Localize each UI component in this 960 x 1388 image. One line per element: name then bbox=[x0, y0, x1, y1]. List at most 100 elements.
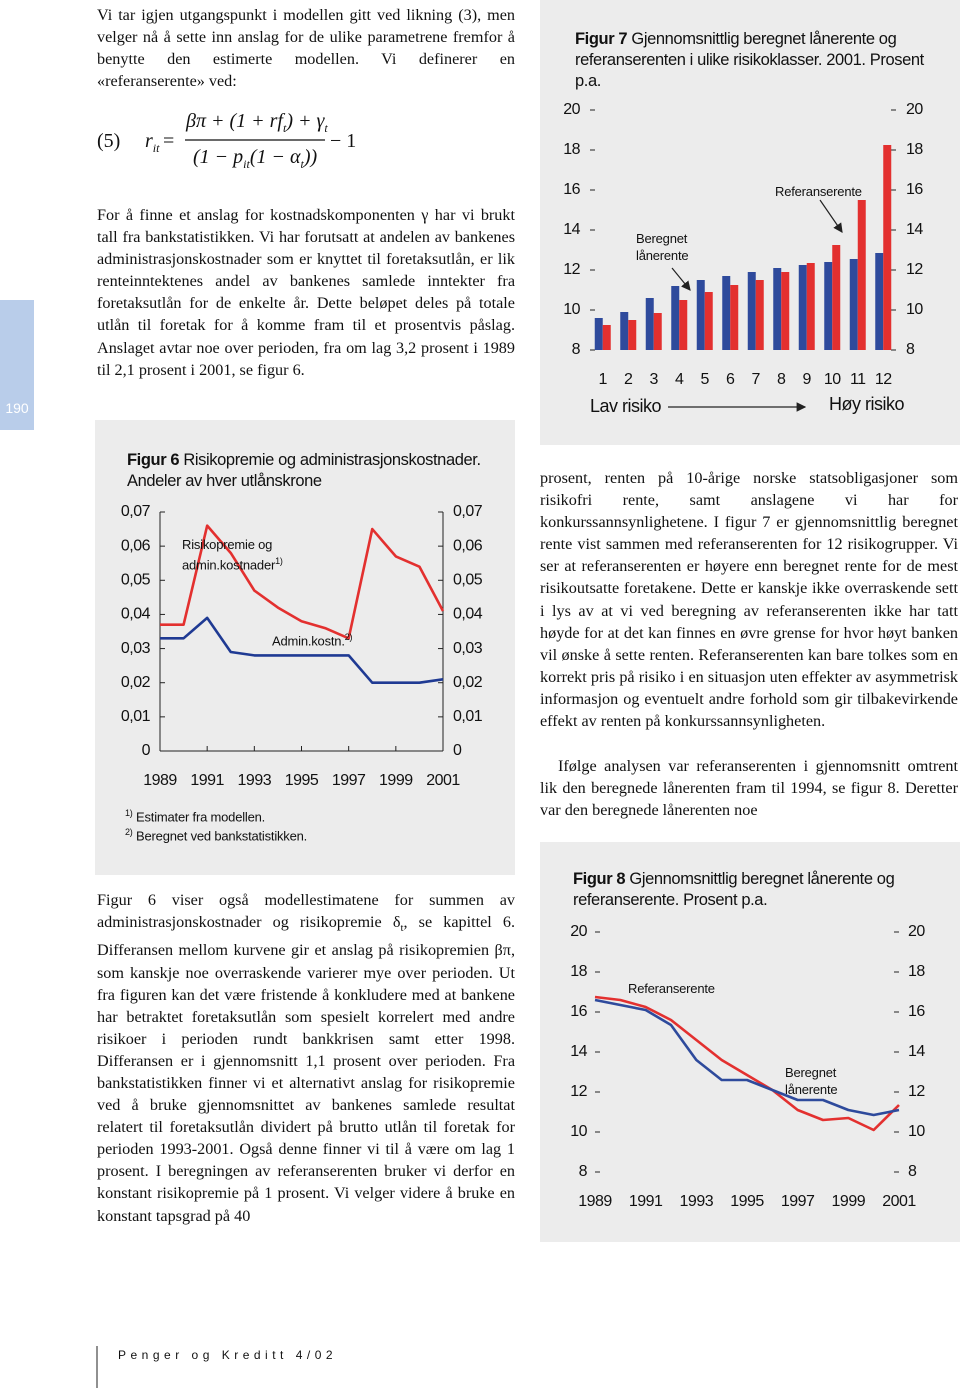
footnote: 1) Estimater fra modellen. bbox=[125, 808, 265, 824]
series-name: Risikopremie og admin.kostnader bbox=[182, 537, 276, 573]
x-tick-label: 1991 bbox=[629, 1193, 663, 1210]
figure-title-text: Risikopremie og administrasjonskostnader… bbox=[127, 451, 481, 490]
series-label: Beregnet lånerente bbox=[636, 230, 716, 264]
y2-tick-label: 12 bbox=[906, 261, 923, 278]
y-tick-label: 8 bbox=[572, 341, 581, 358]
y-tick-label: 8 bbox=[579, 1163, 588, 1180]
bar bbox=[806, 263, 815, 350]
x-tick-label: 1999 bbox=[379, 772, 413, 789]
x-axis-label: Høy risiko bbox=[829, 394, 904, 414]
term: βπ + (1 + rf bbox=[186, 110, 283, 132]
lhs: r bbox=[145, 130, 153, 152]
series-note: 2) bbox=[344, 632, 353, 642]
y2-tick-label: 16 bbox=[908, 1003, 925, 1020]
y-tick-label: 20 bbox=[570, 923, 587, 940]
y2-tick-label: 16 bbox=[906, 181, 923, 198]
term: (1 − p bbox=[193, 146, 244, 168]
x-axis-label: Lav risiko bbox=[590, 396, 662, 416]
series-label: Admin.kostn.2) bbox=[272, 629, 392, 649]
term: (1 − α bbox=[249, 146, 301, 168]
x-tick-label: 1989 bbox=[578, 1193, 612, 1210]
y-tick-label: 0,04 bbox=[121, 606, 151, 623]
annotation-arrow bbox=[671, 267, 691, 291]
denominator: (1 − pit(1 − αt)) bbox=[193, 146, 317, 172]
x-tick-label: 6 bbox=[726, 371, 735, 388]
y2-tick-label: 14 bbox=[908, 1043, 925, 1060]
x-tick-label: 12 bbox=[875, 371, 892, 388]
x-tick-label: 5 bbox=[701, 371, 710, 388]
y2-tick-label: 0,05 bbox=[453, 572, 483, 589]
figure-label: Figur 6 bbox=[127, 451, 180, 469]
y-tick-label: 10 bbox=[563, 301, 580, 318]
figure-title: Figur 7 Gjennomsnittlig beregnet låneren… bbox=[575, 29, 935, 92]
x-tick-label: 1997 bbox=[781, 1193, 815, 1210]
footnote-text: Beregnet ved bankstatistikken. bbox=[136, 828, 308, 844]
bar bbox=[628, 320, 637, 350]
figure-title: Figur 6 Risikopremie og administrasjonsk… bbox=[127, 450, 497, 492]
y2-tick-label: 0,03 bbox=[453, 640, 483, 657]
y2-tick-label: 0,06 bbox=[453, 537, 483, 554]
y-tick-label: 14 bbox=[570, 1043, 587, 1060]
x-tick-label: 7 bbox=[752, 371, 761, 388]
x-tick-label: 1999 bbox=[832, 1193, 866, 1210]
y-tick-label: 10 bbox=[570, 1123, 587, 1140]
bar bbox=[883, 145, 892, 350]
line bbox=[594, 998, 900, 1117]
x-tick-label: 1997 bbox=[332, 772, 366, 789]
figure-title-text: Gjennomsnittlig beregnet lånerente og re… bbox=[573, 870, 895, 909]
y2-tick-label: 20 bbox=[908, 923, 925, 940]
y-tick-label: 0,06 bbox=[121, 537, 151, 554]
paragraph: Vi tar igjen utgangspunkt i modellen git… bbox=[97, 6, 515, 91]
x-tick-label: 2 bbox=[624, 371, 633, 388]
series-label: Risikopremie og admin.kostnader1) bbox=[182, 536, 292, 573]
series-name: Admin.kostn. bbox=[272, 633, 345, 649]
bar bbox=[671, 286, 680, 350]
bar bbox=[849, 259, 858, 350]
line bbox=[160, 616, 444, 685]
paragraph: For å finne et anslag for kostnadskompon… bbox=[97, 206, 515, 379]
equation-number: (5) bbox=[97, 130, 121, 152]
y-tick-label: 0,02 bbox=[121, 674, 151, 691]
series-label: Referanserente bbox=[628, 980, 748, 997]
y-tick-label: 12 bbox=[570, 1083, 587, 1100]
y-tick-label: 18 bbox=[563, 141, 580, 158]
y2-tick-label: 12 bbox=[908, 1083, 925, 1100]
x-tick-label: 1991 bbox=[190, 772, 224, 789]
bar bbox=[653, 313, 662, 350]
y-tick-label: 16 bbox=[570, 1003, 587, 1020]
y-tick-label: 12 bbox=[563, 261, 580, 278]
term-sub: it bbox=[243, 157, 250, 171]
y-tick-label: 0,05 bbox=[121, 572, 151, 589]
series-name: Beregnet lånerente bbox=[636, 231, 689, 263]
bar bbox=[747, 272, 756, 350]
x-tick-label: 4 bbox=[675, 371, 684, 388]
bar bbox=[722, 276, 731, 350]
y-tick-label: 0,07 bbox=[121, 503, 151, 520]
bar bbox=[755, 280, 764, 350]
y-tick-label: 18 bbox=[570, 963, 587, 980]
y2-tick-label: 20 bbox=[906, 101, 923, 118]
series-name: Referanserente bbox=[628, 981, 715, 996]
bar bbox=[594, 318, 603, 350]
y2-tick-label: 14 bbox=[906, 221, 923, 238]
figure-label: Figur 7 bbox=[575, 30, 628, 48]
line bbox=[594, 995, 900, 1132]
y2-tick-label: 8 bbox=[906, 341, 915, 358]
numerator: βπ + (1 + rft) + γt bbox=[186, 110, 328, 136]
bar bbox=[602, 325, 611, 350]
y-tick-label: 16 bbox=[563, 181, 580, 198]
equation-minus: − 1 bbox=[330, 130, 357, 152]
y2-tick-label: 18 bbox=[908, 963, 925, 980]
y2-tick-label: 0,02 bbox=[453, 674, 483, 691]
footer: Penger og Kreditt 4/02 bbox=[118, 1348, 338, 1362]
lhs-sub: it bbox=[152, 141, 160, 155]
x-tick-label: 1993 bbox=[238, 772, 272, 789]
equation-lhs: rit bbox=[145, 130, 159, 156]
page-tab bbox=[0, 300, 34, 430]
y-tick-label: 20 bbox=[563, 101, 580, 118]
line bbox=[160, 524, 445, 640]
y-tick-label: 0,01 bbox=[121, 708, 151, 725]
series-label: Referanserente bbox=[775, 183, 885, 200]
bar bbox=[857, 200, 866, 350]
